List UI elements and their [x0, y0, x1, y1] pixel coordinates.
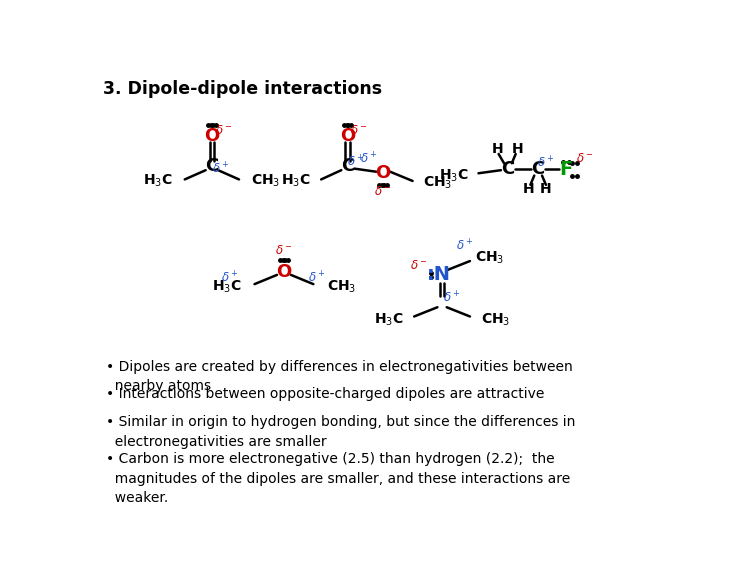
- Text: C: C: [531, 161, 545, 178]
- Text: :N: :N: [427, 265, 451, 284]
- Text: $\delta^+$: $\delta^+$: [221, 270, 239, 286]
- Text: F: F: [559, 160, 573, 179]
- Text: $\delta^+$: $\delta^+$: [537, 155, 555, 171]
- Text: H: H: [512, 142, 523, 157]
- Text: H: H: [523, 182, 534, 196]
- Text: C: C: [501, 161, 515, 178]
- Text: H: H: [491, 142, 503, 157]
- Text: H$_3$C: H$_3$C: [440, 168, 469, 184]
- Text: • Dipoles are created by differences in electronegativities between
  nearby ato: • Dipoles are created by differences in …: [106, 360, 573, 393]
- Text: O: O: [376, 164, 390, 182]
- Text: $\delta^+$: $\delta^+$: [360, 152, 378, 167]
- Text: H: H: [540, 182, 552, 196]
- Text: CH$_3$: CH$_3$: [327, 279, 356, 296]
- Text: C: C: [206, 157, 219, 175]
- Text: $\delta^-$: $\delta^-$: [374, 185, 392, 198]
- Text: $\delta^+$: $\delta^+$: [443, 290, 460, 305]
- Text: • Interactions between opposite-charged dipoles are attractive: • Interactions between opposite-charged …: [106, 387, 544, 401]
- Text: H$_3$C: H$_3$C: [374, 311, 403, 328]
- Text: $\delta^+$: $\delta^+$: [457, 238, 474, 253]
- Text: $\delta^+$: $\delta^+$: [347, 154, 365, 169]
- Text: C: C: [341, 157, 354, 175]
- Text: $\delta^-$: $\delta^-$: [214, 124, 233, 137]
- Text: H$_3$C: H$_3$C: [211, 279, 241, 296]
- Text: H$_3$C: H$_3$C: [280, 173, 310, 189]
- Text: $\delta^+$: $\delta^+$: [308, 270, 325, 286]
- Text: • Similar in origin to hydrogen bonding, but since the differences in
  electron: • Similar in origin to hydrogen bonding,…: [106, 415, 575, 449]
- Text: O: O: [276, 263, 291, 281]
- Text: $\delta^-$: $\delta^-$: [575, 152, 594, 165]
- Text: CH$_3$: CH$_3$: [424, 174, 453, 191]
- Text: O: O: [204, 127, 219, 145]
- Text: $\delta^+$: $\delta^+$: [211, 162, 229, 177]
- Text: $\delta^-$: $\delta^-$: [350, 124, 368, 137]
- Text: CH$_3$: CH$_3$: [481, 311, 510, 328]
- Text: O: O: [340, 127, 355, 145]
- Text: 3. Dipole-dipole interactions: 3. Dipole-dipole interactions: [103, 80, 382, 98]
- Text: • Carbon is more electronegative (2.5) than hydrogen (2.2);  the
  magnitudes of: • Carbon is more electronegative (2.5) t…: [106, 452, 570, 505]
- Text: H$_3$C: H$_3$C: [143, 173, 173, 189]
- Text: CH$_3$: CH$_3$: [250, 173, 280, 189]
- Text: CH$_3$: CH$_3$: [475, 250, 504, 266]
- Text: $\delta^-$: $\delta^-$: [410, 259, 428, 272]
- Text: $\delta^-$: $\delta^-$: [275, 244, 293, 257]
